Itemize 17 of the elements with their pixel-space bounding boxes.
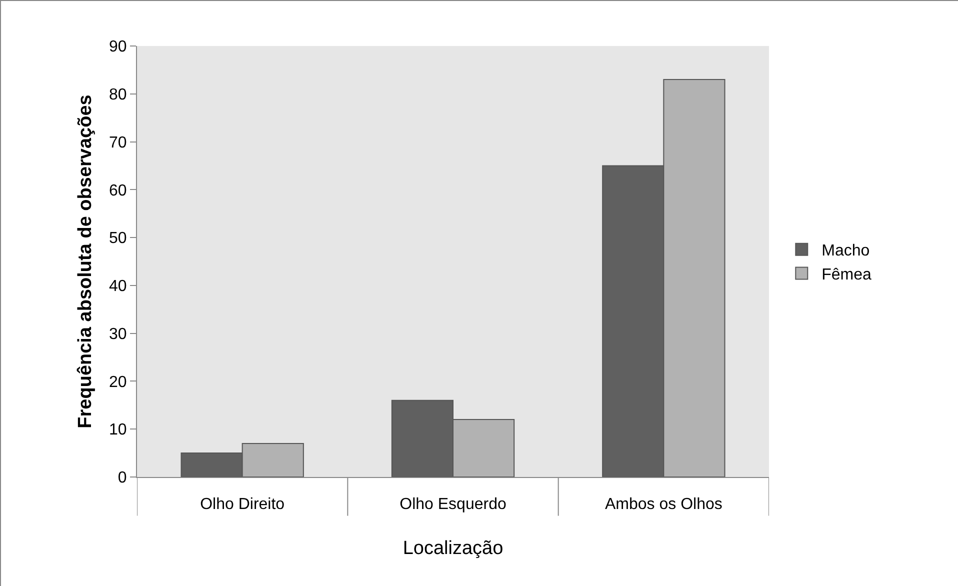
x-axis-title: Localização <box>402 538 504 559</box>
legend-label: Macho <box>822 242 870 260</box>
x-tick-label: Olho Esquerdo <box>400 496 506 514</box>
y-tick-label: 0 <box>118 470 127 487</box>
x-tick-label: Ambos os Olhos <box>604 496 722 514</box>
x-tick-label: Olho Direito <box>200 496 285 514</box>
y-axis-title: Frequência absoluta de observações <box>74 94 96 428</box>
y-tick-label: 40 <box>109 278 127 296</box>
y-tick-label: 10 <box>109 422 127 439</box>
y-tick-label: 50 <box>109 230 127 248</box>
y-tick-label: 60 <box>109 182 127 200</box>
y-tick-label: 80 <box>109 86 127 104</box>
legend-label: Fêmea <box>822 266 872 284</box>
y-tick-label: 20 <box>109 374 127 391</box>
y-tick-label: 90 <box>109 38 127 56</box>
y-tick-label: 30 <box>109 326 127 343</box>
y-tick-label: 70 <box>109 134 127 152</box>
